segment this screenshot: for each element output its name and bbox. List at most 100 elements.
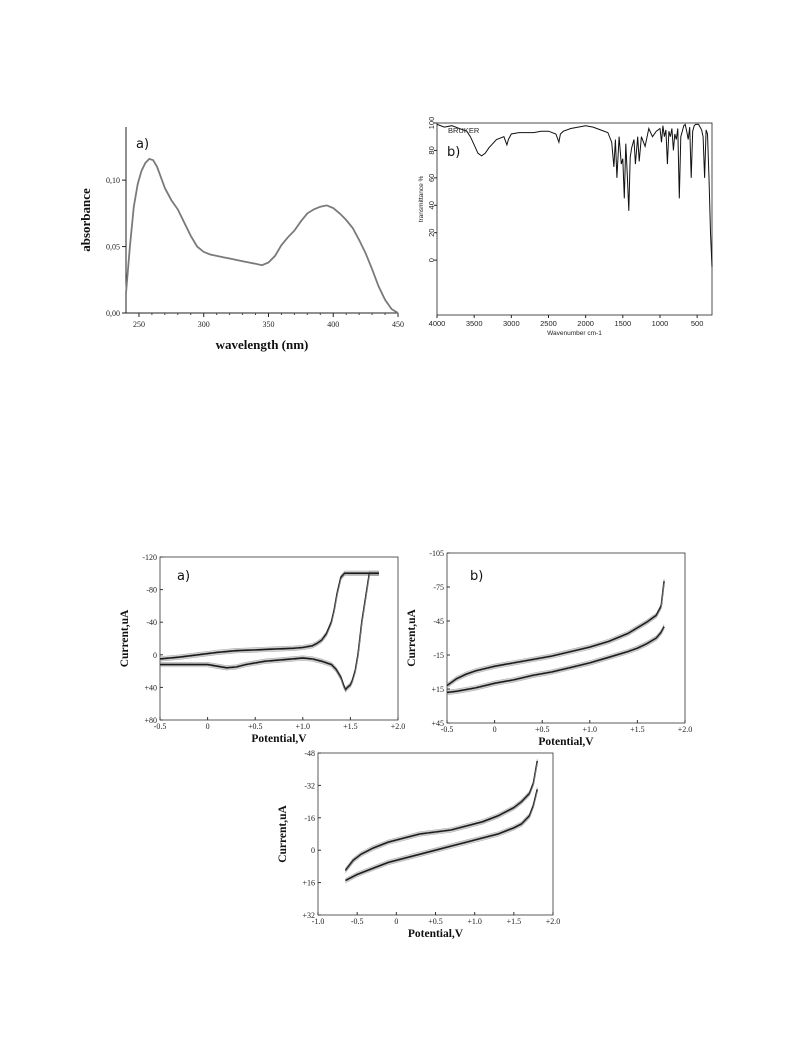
- cv_b-anodic-trace: [446, 580, 665, 685]
- cv_b-y-tick-label: +15: [431, 685, 444, 694]
- ir-x-tick-label: 1500: [614, 319, 631, 328]
- ir-spectrum-chart: 4000 3500 3000 2500 2000 1500 1000 500 0 20 40 60 80…: [418, 117, 713, 337]
- cv_a-cathodic-trace: [160, 572, 379, 692]
- cv_b-y-tick-label: -105: [429, 549, 444, 558]
- cv_c-anodic-trace: [345, 763, 538, 873]
- ir-plot-frame: [436, 122, 713, 316]
- cv_a-y-tick-label: 0: [153, 651, 157, 660]
- cv_b-x-axis-title: Potential,V: [538, 736, 594, 748]
- ir-transmittance-line: [436, 123, 713, 268]
- cv_a-y-axis-title: Current,uA: [119, 609, 131, 667]
- cv_c-cathodic-trace: [345, 791, 538, 884]
- cv_c-anodic-trace: [345, 762, 538, 872]
- ir-panel-label: b): [447, 145, 460, 160]
- uv-y-tick-label: 0,10: [106, 176, 120, 185]
- cv_b-y-tick-label: -45: [433, 617, 444, 626]
- uv-x-tick-label: 450: [392, 320, 404, 329]
- cv_b-panel-label: b): [470, 569, 483, 584]
- cv_c-cathodic-trace: [345, 787, 538, 879]
- cv_b-cathodic-trace: [446, 625, 665, 692]
- cv_a-cathodic-trace: [160, 571, 379, 690]
- uv-x-axis-title: wavelength (nm): [216, 337, 309, 352]
- cv_c-anodic-trace: [345, 759, 538, 870]
- cv_b-cathodic-trace: [446, 627, 665, 694]
- cv_c-y-tick-label: +16: [302, 879, 315, 888]
- cv_c-x-axis-title: Potential,V: [408, 928, 464, 940]
- cv_c-y-tick-label: -48: [304, 749, 315, 758]
- cv_b-anodic-trace: [446, 582, 665, 687]
- cv_a-x-axis-title: Potential,V: [251, 733, 307, 745]
- ir-x-tick-label: 500: [691, 319, 704, 328]
- cv_a-anodic-trace: [159, 574, 379, 661]
- cv_a-y-tick-label: -40: [146, 618, 157, 627]
- cv_b-y-tick-label: +45: [431, 719, 444, 728]
- cv_c-cathodic-trace: [345, 789, 539, 882]
- cv_a-x-tick-label: +1.5: [343, 722, 358, 731]
- ir-y-tick-label: 20: [427, 229, 436, 237]
- cv_a-x-tick-label: +2.0: [391, 722, 406, 731]
- cv_a-x-tick-label: 0: [206, 722, 210, 731]
- ir-x-axis-title: Wavenumber cm-1: [547, 330, 602, 337]
- uv-y-tick-label: 0,05: [106, 243, 120, 252]
- uv-y-axis-title: absorbance: [78, 188, 93, 252]
- cv_a-y-tick-label: -80: [146, 586, 157, 595]
- cv_a-anodic-trace: [159, 575, 379, 662]
- cv_c-y-tick-label: -32: [304, 781, 315, 790]
- cv_b-y-axis-title: Current,uA: [406, 609, 418, 667]
- cv_b-x-tick-label: +1.5: [630, 725, 645, 734]
- cv_b-anodic-trace: [446, 583, 665, 689]
- cv_c-x-tick-label: +1.5: [507, 917, 522, 926]
- ir-x-tick-label: 1000: [652, 319, 669, 328]
- ir-y-tick-label: 60: [427, 174, 436, 182]
- cv_c-x-tick-label: +0.5: [428, 917, 443, 926]
- ir-x-tick-label: 4000: [429, 319, 446, 328]
- cv_a-cathodic-trace: [160, 570, 379, 689]
- uv-x-tick-label: 400: [327, 320, 339, 329]
- cv_a-panel-label: a): [177, 569, 190, 584]
- cv_c-x-tick-label: -0.5: [351, 917, 364, 926]
- cv_a-y-tick-label: +40: [144, 683, 157, 692]
- cv_a-cathodic-trace: [160, 574, 379, 692]
- cv_b-plot-frame: [446, 552, 686, 724]
- ir-bruker-logo: BRUKER: [448, 126, 480, 135]
- cv_c-anodic-trace: [345, 758, 538, 869]
- ir-y-tick-label: 100: [427, 117, 436, 130]
- uv-x-tick-label: 350: [262, 320, 274, 329]
- cv_b-cathodic-trace: [446, 626, 665, 694]
- cv_b-x-tick-label: +0.5: [535, 725, 550, 734]
- cv_c-y-tick-label: 0: [311, 846, 315, 855]
- cv_a-anodic-trace: [159, 570, 379, 658]
- ir-spectrum-panel: 4000 3500 3000 2500 2000 1500 1000 500 0 20 40 60 80…: [415, 115, 725, 345]
- cv_c-y-axis-title: Current,uA: [277, 805, 289, 863]
- uv-x-tick-label: 250: [133, 320, 145, 329]
- cv_b-cathodic-trace: [446, 628, 665, 695]
- cv_b-y-tick-label: -15: [433, 651, 444, 660]
- ir-x-tick-label: 2000: [577, 319, 594, 328]
- uv-spectrum-panel: 250 300 350 400 450 0,00 0,05 0,10 absorbance wav…: [78, 115, 408, 360]
- cv-b-panel: -0.5 0 +0.5 +1.0 +1.5 +2.0 -105 -75 -45 -15 +15 +45…: [400, 545, 700, 750]
- ir-y-tick-label: 40: [427, 201, 436, 209]
- uv-y-tick-label: 0,00: [106, 309, 120, 318]
- cv_c-cathodic-trace: [345, 790, 538, 883]
- cv_a-plot-frame: [159, 556, 399, 721]
- cv_b-x-tick-label: -0.5: [441, 725, 454, 734]
- cv_a-x-tick-label: -0.5: [154, 722, 167, 731]
- uv-absorbance-line: [125, 157, 399, 314]
- cv_c-x-tick-label: 0: [394, 917, 398, 926]
- ir-y-tick-label: 0: [427, 258, 436, 262]
- cv_a-x-tick-label: +0.5: [248, 722, 263, 731]
- uv-spectrum-chart: 250 300 350 400 450 0,00 0,05 0,10 absorbance wav…: [78, 127, 404, 352]
- cv_a-y-tick-label: +80: [144, 716, 157, 725]
- ir-x-tick-label: 3500: [466, 319, 483, 328]
- ir-y-tick-label: 80: [427, 146, 436, 154]
- uv-x-tick-label: 300: [198, 320, 210, 329]
- cv_c-x-tick-label: +1.0: [467, 917, 482, 926]
- cv_b-y-tick-label: -75: [433, 583, 444, 592]
- ir-x-tick-label: 3000: [503, 319, 520, 328]
- cv_b-cathodic-trace: [446, 624, 665, 691]
- cv_b-x-tick-label: +1.0: [583, 725, 598, 734]
- cv_b-anodic-trace: [446, 579, 665, 684]
- cv_a-anodic-trace: [159, 572, 379, 660]
- cv-a-panel: -0.5 0 +0.5 +1.0 +1.5 +2.0 -120 -80 -40 0 +40 +80 Cu…: [115, 550, 410, 750]
- cv-a-chart: -0.5 0 +0.5 +1.0 +1.5 +2.0 -120 -80 -40 0 +40 +80 Cu…: [119, 553, 406, 745]
